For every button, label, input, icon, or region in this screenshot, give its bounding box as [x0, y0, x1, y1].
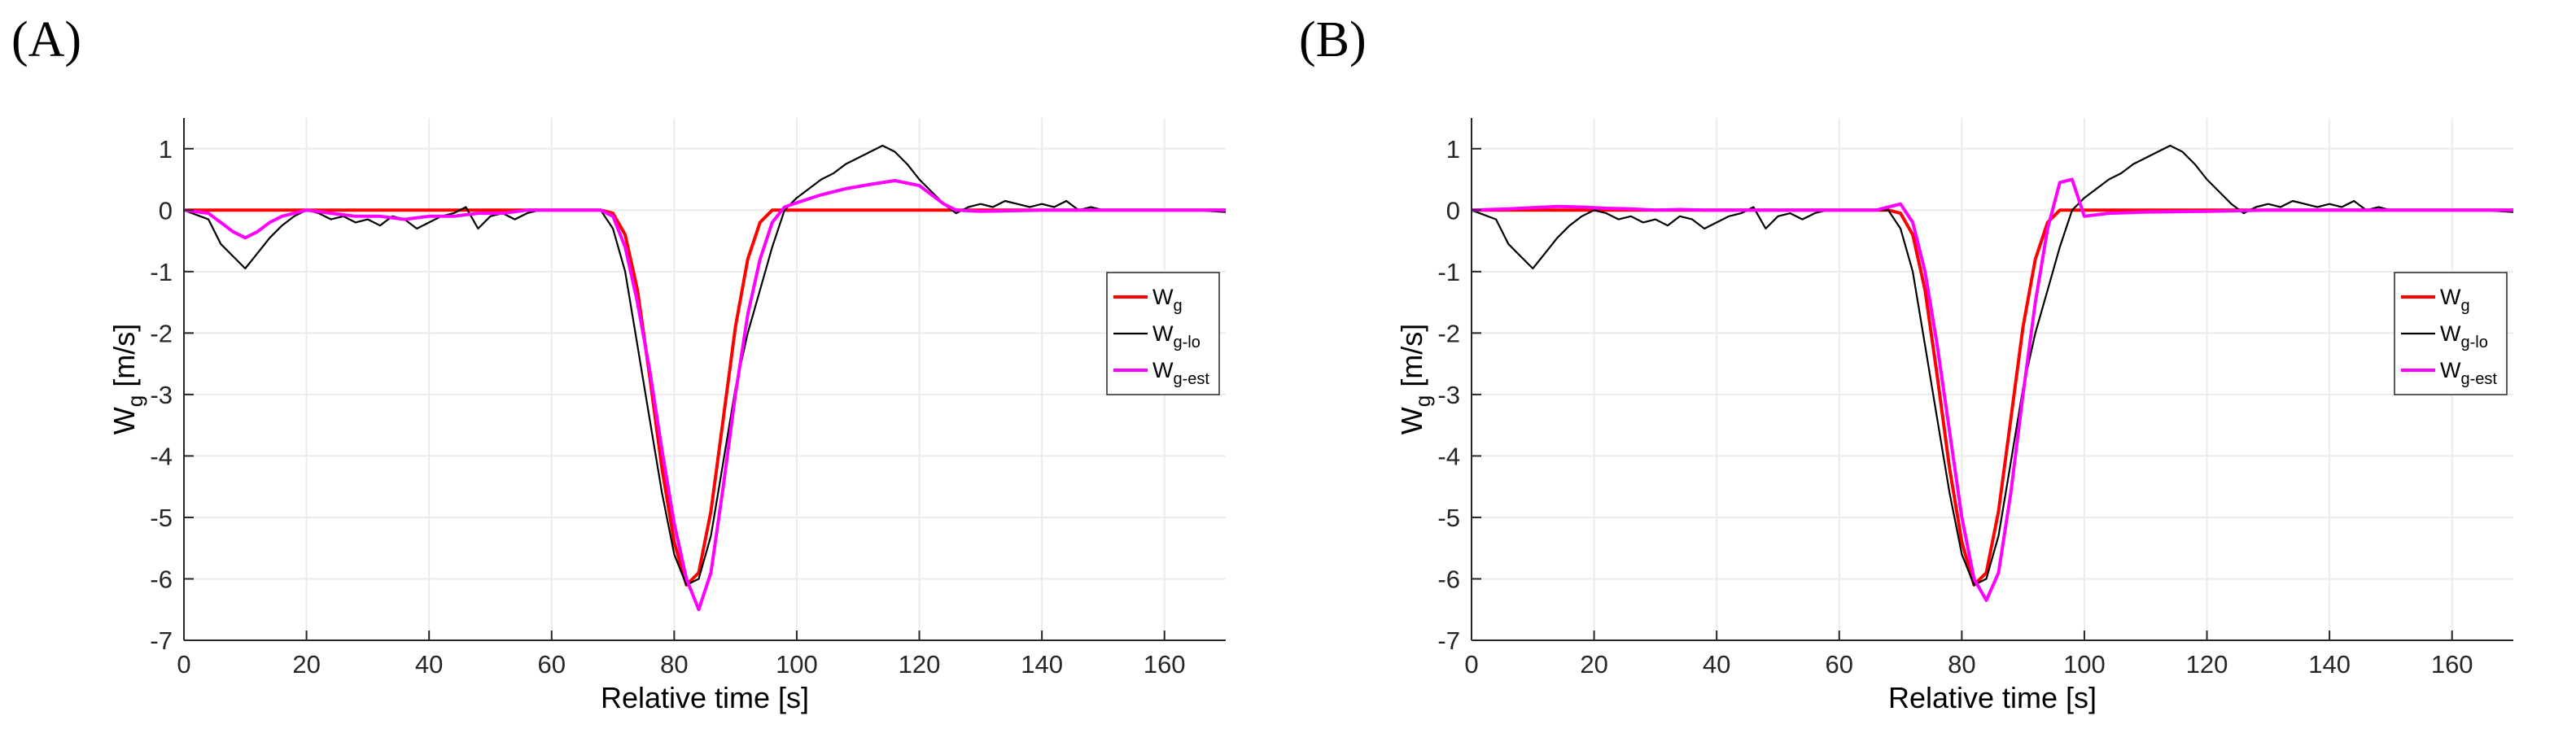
x-tick-label: 0: [1464, 650, 1478, 679]
y-tick-label: -7: [1437, 626, 1460, 655]
legend-entry: Wg-lo: [2440, 321, 2488, 351]
y-tick-label: -1: [150, 258, 173, 286]
x-tick-label: 160: [1144, 650, 1186, 679]
panel-label: (A): [11, 12, 82, 68]
x-tick-label: 0: [177, 650, 190, 679]
y-tick-label: -6: [1437, 565, 1460, 593]
y-tick-label: -5: [150, 504, 173, 532]
x-tick-label: 160: [2431, 650, 2473, 679]
series-line-g-est: [1471, 177, 2513, 602]
x-tick-label: 60: [1826, 650, 1853, 679]
series-line-g-lo: [1471, 144, 2514, 587]
x-tick-label: 100: [776, 650, 818, 679]
y-tick-label: 0: [159, 196, 173, 225]
line-chart: 0 20 40 60 80 100 120 140 160 1 0 -1 -2 -3 -4 -5 -6 -7 Rel…: [107, 118, 1227, 714]
y-tick-label: -5: [1437, 504, 1460, 532]
series-line-g-est: [183, 179, 1226, 612]
plot-area: [184, 118, 1226, 640]
x-tick-label: 80: [1948, 650, 1975, 679]
y-tick-label: 1: [159, 135, 173, 164]
series-line-g: [184, 208, 1226, 587]
chart-panel-a: (A) 0 20 40 60 80 100 120 140 160 1 0 -1 -2 -3 -4 -5 -6 -…: [0, 0, 1286, 742]
line-chart: 0 20 40 60 80 100 120 140 160 1 0 -1 -2 -3 -4 -5 -6 -7 Rel…: [1395, 118, 2514, 714]
y-tick-label: -3: [150, 381, 173, 409]
y-tick-label: 1: [1446, 135, 1460, 164]
y-tick-label: 0: [1446, 196, 1460, 225]
chart-panel-b: (B) 0 20 40 60 80 100 120 140 160 1 0 -1 -2 -3 -4 -5 -6 -…: [1288, 0, 2574, 742]
x-tick-label: 80: [660, 650, 688, 679]
y-tick-label: -7: [150, 626, 173, 655]
y-tick-label: -2: [150, 319, 173, 347]
legend-entry: Wg-est: [1152, 358, 1209, 388]
x-axis-label: Relative time [s]: [1888, 681, 2097, 714]
y-tick-label: -6: [150, 565, 173, 593]
y-tick-label: -1: [1437, 258, 1460, 286]
x-tick-label: 100: [2063, 650, 2106, 679]
legend-entry: Wg-lo: [1152, 321, 1201, 351]
x-tick-label: 120: [899, 650, 941, 679]
x-tick-label: 20: [292, 650, 320, 679]
panel-label: (B): [1299, 12, 1367, 68]
legend: Wg Wg-lo Wg-est: [2394, 272, 2508, 395]
x-tick-label: 40: [415, 650, 443, 679]
x-axis-label: Relative time [s]: [601, 681, 809, 714]
y-tick-label: -4: [150, 442, 173, 470]
y-axis-label: Wg [m/s]: [107, 324, 147, 434]
series-line-g-lo: [183, 144, 1227, 587]
plot-area: [1472, 118, 2513, 640]
legend-entry: Wg: [1152, 285, 1183, 315]
x-tick-label: 140: [2308, 650, 2351, 679]
legend-entry: Wg-est: [2440, 358, 2497, 388]
y-axis-label: Wg [m/s]: [1395, 324, 1435, 434]
y-tick-label: -2: [1437, 319, 1460, 347]
legend-entry: Wg: [2440, 285, 2470, 315]
x-tick-label: 120: [2186, 650, 2228, 679]
y-tick-label: -4: [1437, 442, 1460, 470]
legend: Wg Wg-lo Wg-est: [1106, 272, 1220, 395]
x-tick-label: 20: [1580, 650, 1607, 679]
y-tick-label: -3: [1437, 381, 1460, 409]
x-tick-label: 60: [538, 650, 566, 679]
x-tick-label: 40: [1703, 650, 1730, 679]
x-tick-label: 140: [1021, 650, 1063, 679]
